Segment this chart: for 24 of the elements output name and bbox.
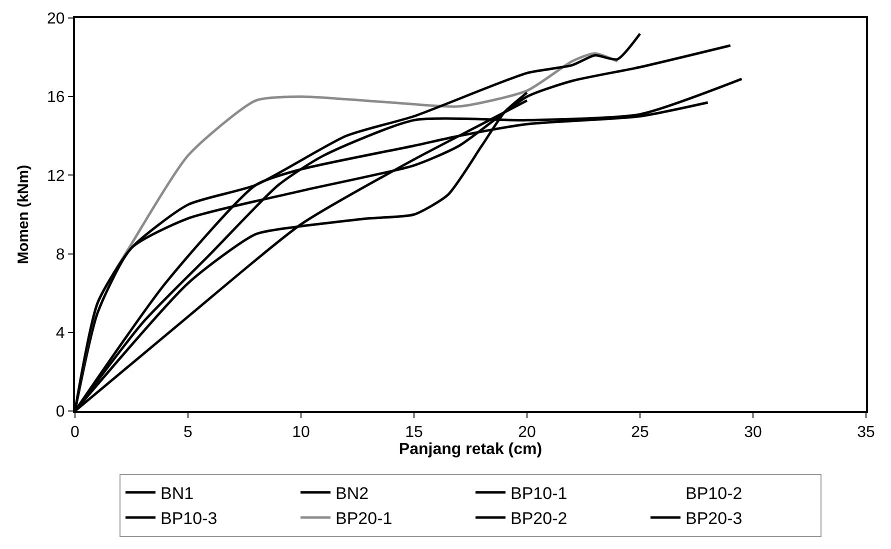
y-tick-label: 4 (56, 325, 65, 342)
legend-label: BP20-3 (686, 509, 742, 528)
text: BP10-2 (686, 484, 742, 504)
y-tick-label: 20 (47, 10, 65, 28)
y-axis-title: Momen (kNm) (14, 164, 32, 264)
legend-label: BP10-1 (510, 484, 568, 504)
legend-label: BN2 (336, 484, 369, 504)
legend-label: BP20-2 (510, 509, 568, 528)
x-tick-label: 30 (744, 424, 762, 442)
x-tick-label: 25 (631, 424, 649, 442)
y-tick-label: 8 (56, 246, 65, 264)
x-tick-label: 20 (518, 424, 536, 442)
x-tick-label: 35 (857, 424, 875, 442)
y-tick-label: 16 (47, 89, 65, 106)
x-tick-label: 0 (70, 424, 80, 442)
x-axis-title: Panjang retak (cm) (398, 441, 542, 458)
legend-label: BP20-1 (336, 509, 392, 528)
x-tick-label: 5 (184, 424, 193, 442)
legend-label: BN1 (160, 484, 194, 504)
y-tick-label: 12 (47, 168, 65, 185)
y-tick-label: 0 (56, 404, 65, 421)
legend-label: BP10-3 (160, 509, 218, 528)
x-tick-label: 10 (292, 424, 310, 442)
x-tick-label: 15 (405, 424, 423, 442)
